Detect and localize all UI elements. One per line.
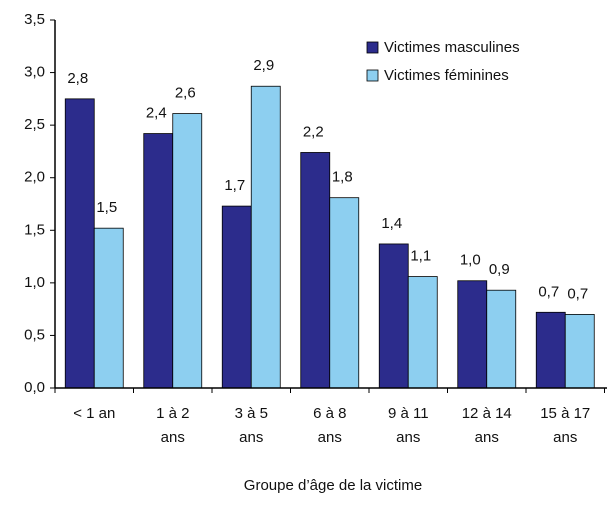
y-tick-label: 0,0 [24, 379, 45, 396]
value-label: 2,9 [253, 57, 274, 74]
x-tick-label: < 1 an [73, 405, 115, 422]
y-tick-label: 1,0 [24, 274, 45, 291]
x-tick-label: 15 à 17 [540, 405, 590, 422]
legend-swatch [366, 41, 379, 54]
value-label: 1,0 [460, 252, 481, 269]
y-tick-label: 2,5 [24, 116, 45, 133]
value-label: 1,8 [332, 169, 353, 186]
bar [329, 197, 360, 389]
value-label: 0,7 [538, 283, 559, 300]
x-axis-title: Groupe d’âge de la victime [244, 477, 422, 494]
y-tick-label: 3,5 [24, 11, 45, 28]
value-label: 2,2 [303, 123, 324, 140]
bar [457, 280, 488, 389]
x-tick-label: ans [161, 429, 185, 446]
x-tick-label: ans [553, 429, 577, 446]
value-label: 1,1 [410, 248, 431, 265]
value-label: 2,6 [175, 85, 196, 102]
value-label: 1,7 [224, 177, 245, 194]
bar [64, 98, 95, 389]
y-tick-label: 1,5 [24, 221, 45, 238]
bar [143, 133, 174, 389]
x-tick-label: ans [396, 429, 420, 446]
bar [378, 243, 409, 389]
legend-label: Victimes féminines [384, 67, 509, 84]
bar [564, 313, 595, 389]
y-tick-label: 3,0 [24, 64, 45, 81]
value-label: 2,4 [146, 105, 167, 122]
x-tick-label: ans [475, 429, 499, 446]
legend-swatch [366, 69, 379, 82]
bar [486, 289, 517, 389]
value-label: 1,5 [96, 199, 117, 216]
value-label: 2,8 [67, 70, 88, 87]
x-tick-label: 3 à 5 [235, 405, 268, 422]
bar [93, 227, 124, 389]
x-tick-label: ans [318, 429, 342, 446]
x-tick-label: 9 à 11 [388, 405, 429, 422]
bar [300, 152, 331, 389]
x-tick-label: ans [239, 429, 263, 446]
bar [250, 85, 281, 389]
bar [172, 113, 203, 389]
bar [535, 311, 566, 389]
bar [221, 205, 252, 389]
legend-label: Victimes masculines [384, 39, 520, 56]
y-tick-label: 2,0 [24, 169, 45, 186]
y-tick-label: 0,5 [24, 326, 45, 343]
value-label: 1,4 [381, 215, 402, 232]
value-label: 0,9 [489, 261, 510, 278]
bar [407, 276, 438, 389]
value-label: 0,7 [567, 285, 588, 302]
x-tick-label: 1 à 2 [156, 405, 189, 422]
x-tick-label: 6 à 8 [313, 405, 346, 422]
x-tick-label: 12 à 14 [462, 405, 512, 422]
